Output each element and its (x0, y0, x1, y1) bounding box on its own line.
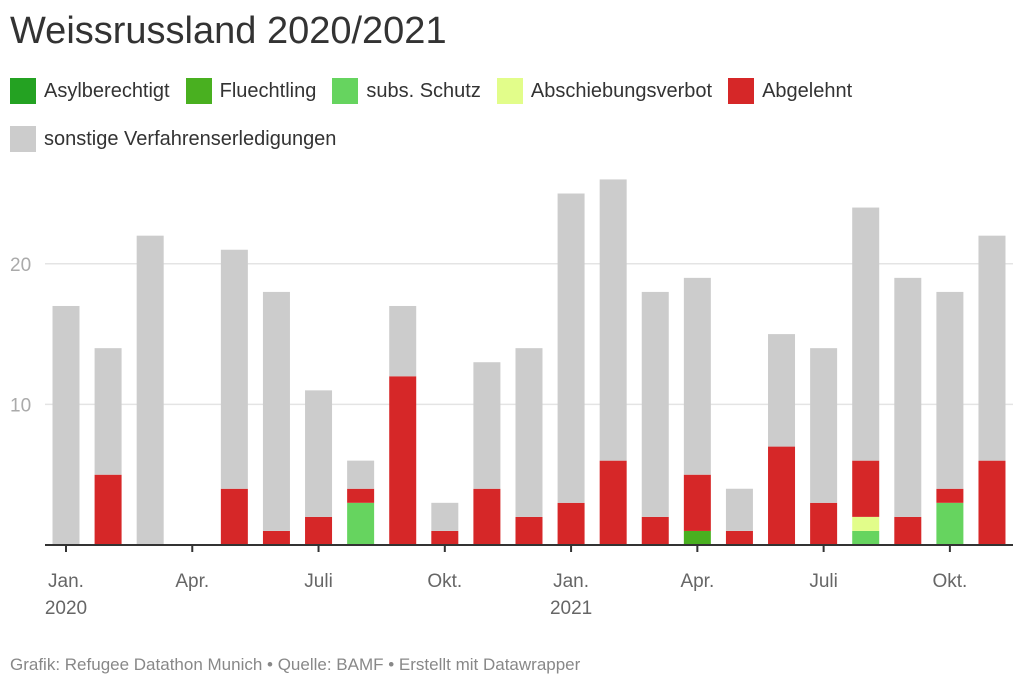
bar-segment (515, 348, 543, 517)
x-tick-label: Jan. (553, 571, 589, 592)
legend-label: sonstige Verfahrenserledigungen (44, 127, 337, 150)
x-tick-label: Jan. (48, 571, 84, 592)
x-tick-label: Apr. (680, 571, 714, 592)
legend-item: Fluechtling (185, 78, 317, 104)
bar-segment (683, 277, 711, 475)
legend-label: Fluechtling (219, 79, 317, 102)
bar-segment (978, 235, 1006, 461)
legend-item: Asylberechtigt (10, 78, 170, 104)
x-tick-year: 2020 (45, 598, 87, 619)
bar-segment (94, 474, 122, 545)
bar-segment (305, 390, 333, 517)
x-tick-year: 2021 (550, 598, 592, 619)
legend-label: Abgelehnt (762, 79, 853, 102)
legend-label: Abschiebungsverbot (530, 79, 713, 102)
y-tick-label: 20 (10, 255, 31, 276)
bar-segment (515, 516, 543, 545)
bar-segment (725, 488, 753, 531)
legend-item: Abschiebungsverbot (496, 78, 713, 104)
footer-credits: Grafik: Refugee Datathon Munich • Quelle… (10, 655, 581, 674)
bar-segment (936, 502, 964, 545)
bar-segment (683, 474, 711, 531)
bar-segment (347, 488, 375, 503)
bar-segment (683, 530, 711, 545)
legend-swatch (10, 126, 36, 152)
bar-segment (220, 488, 248, 545)
x-tick-label: Apr. (175, 571, 209, 592)
bar-segment (94, 348, 122, 475)
legend-label: subs. Schutz (366, 79, 481, 102)
bar-segment (557, 502, 585, 545)
bar-segment (557, 193, 585, 503)
bar-segment (936, 488, 964, 503)
bar-segment (641, 516, 669, 545)
x-tick-label: Okt. (427, 571, 462, 592)
bar-segment (852, 516, 880, 531)
bar-segment (599, 179, 627, 461)
x-tick-label: Juli (304, 571, 333, 592)
bar-segment (347, 460, 375, 489)
bar-segment (894, 516, 922, 545)
y-tick-label: 10 (10, 395, 31, 416)
legend-item: sonstige Verfahrenserledigungen (10, 126, 336, 152)
bar-segment (810, 348, 838, 503)
bar-segment (936, 291, 964, 489)
bar-segment (220, 249, 248, 489)
bar-segment (262, 530, 290, 545)
bar-segment (305, 516, 333, 545)
bar-segment (473, 488, 501, 545)
bar-segment (641, 291, 669, 517)
x-tick-label: Juli (809, 571, 838, 592)
legend-item: subs. Schutz (332, 78, 481, 104)
bar-segment (810, 502, 838, 545)
legend-swatch (496, 78, 523, 104)
legend-swatch (332, 78, 359, 104)
bar-segment (768, 334, 796, 447)
legend-swatch (10, 78, 36, 104)
bar-segment (389, 305, 417, 377)
chart-title: Weissrussland 2020/2021 (10, 10, 447, 52)
legend-item: Abgelehnt (728, 78, 852, 104)
bar-segment (473, 362, 501, 489)
bar-segment (599, 460, 627, 545)
bar-segment (852, 207, 880, 461)
bar-segment (894, 277, 922, 517)
bar-segment (52, 305, 80, 545)
legend: Asylberechtigt Fluechtling subs. Schutz Abs… (10, 78, 1010, 152)
bar-segment (262, 291, 290, 531)
bar-segment (852, 460, 880, 517)
x-tick-label: Okt. (932, 571, 967, 592)
bar-segment (389, 376, 417, 545)
bar-segment (768, 446, 796, 545)
bar-segment (347, 502, 375, 545)
bar-segment (431, 530, 459, 545)
legend-swatch (728, 78, 755, 104)
legend-swatch (185, 78, 212, 104)
bar-segment (978, 460, 1006, 545)
bar-segment (852, 530, 880, 545)
bar-segment (431, 502, 459, 531)
bar-segment (725, 530, 753, 545)
bar-segment (136, 235, 164, 545)
legend-label: Asylberechtigt (44, 79, 170, 102)
